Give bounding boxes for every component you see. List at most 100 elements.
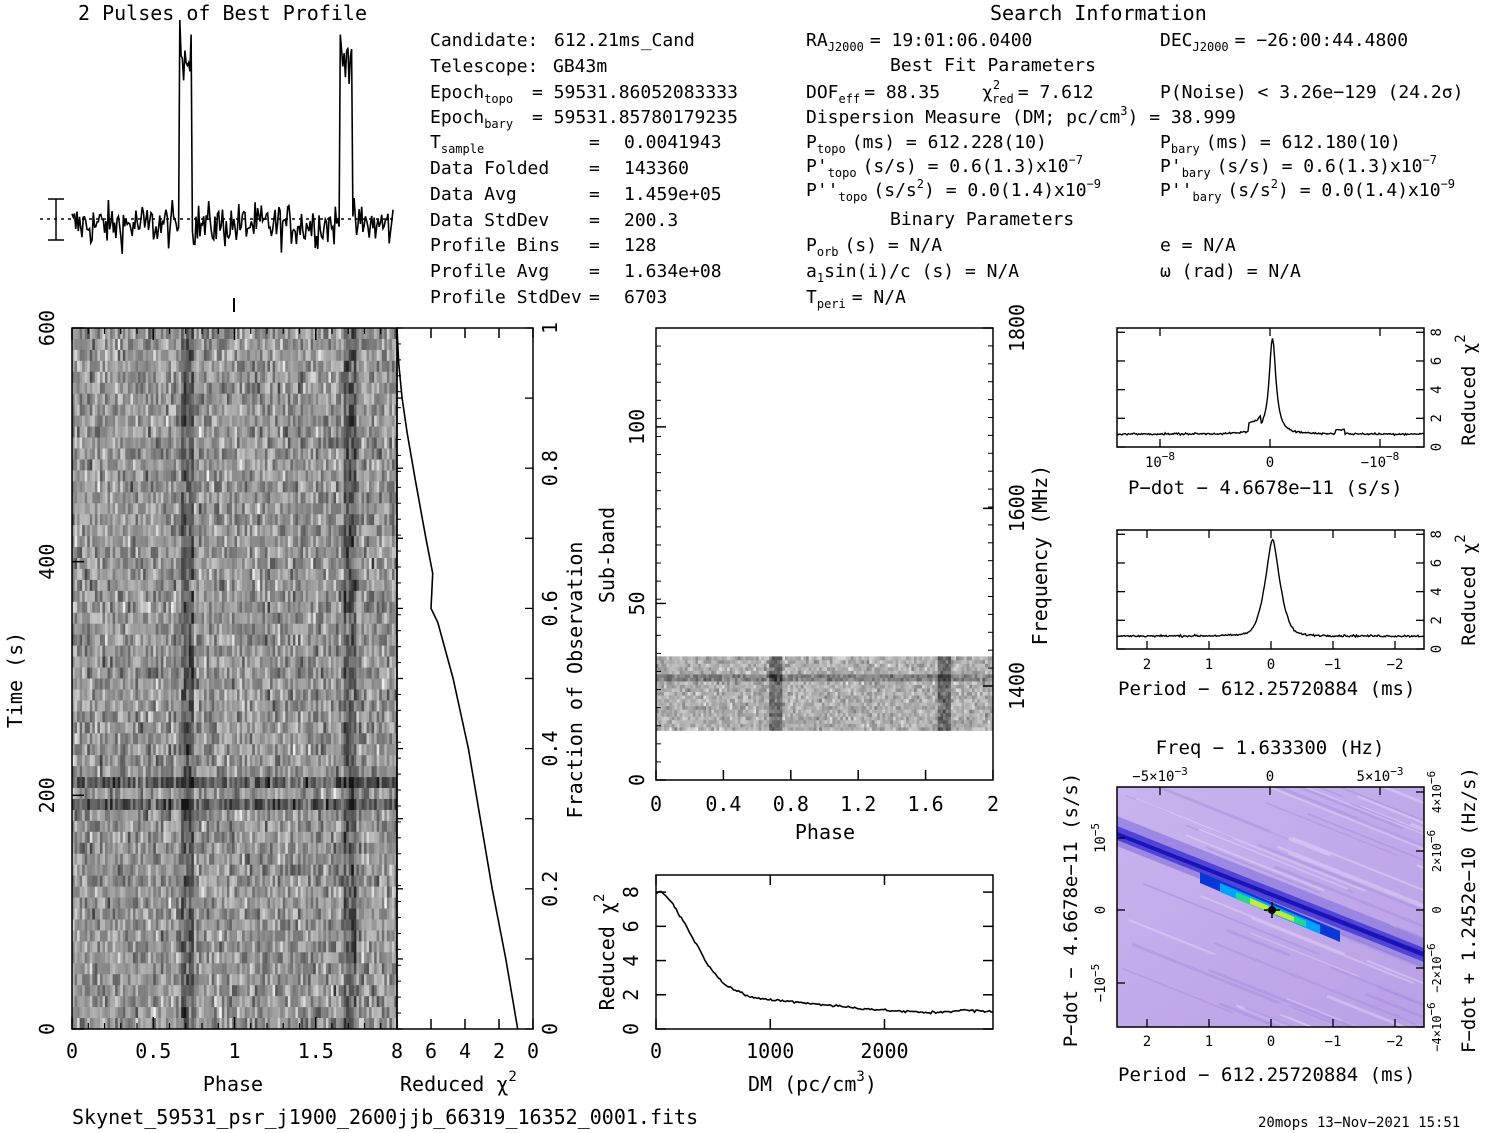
time-phase-pixel (158, 525, 162, 537)
time-phase-pixel (206, 426, 210, 438)
profile-title: 2 Pulses of Best Profile (78, 1, 367, 25)
time-phase-pixel (110, 338, 113, 351)
time-phase-pixel (112, 437, 116, 449)
time-phase-pixel (346, 404, 350, 416)
time-phase-pixel (244, 558, 248, 570)
time-phase-pixel (391, 393, 395, 405)
profile-stddev-value: 6703 (624, 287, 667, 308)
time-phase-pixel (229, 328, 233, 340)
time-phase-pixel (242, 744, 245, 756)
time-phase-pixel (191, 404, 195, 416)
time-phase-pixel (186, 382, 190, 395)
time-phase-pixel (173, 492, 177, 504)
time-phase-pixel (125, 568, 129, 581)
time-phase-pixel (325, 579, 329, 592)
time-phase-pixel (282, 667, 286, 679)
time-phase-pixel (249, 503, 253, 515)
time-phase-pixel (231, 393, 235, 405)
time-phase-pixel (84, 678, 88, 690)
time-phase-pixel (252, 382, 256, 395)
time-phase-pixel (239, 514, 243, 526)
time-phase-pixel (140, 328, 144, 340)
time-phase-pixel (366, 492, 370, 504)
time-phase-pixel (204, 459, 207, 471)
time-phase-pixel (171, 393, 174, 405)
time-phase-pixel (87, 536, 91, 548)
time-phase-pixel (94, 645, 98, 657)
time-phase-pixel (74, 733, 78, 745)
time-phase-pixel (89, 382, 93, 395)
time-phase-pixel (140, 481, 144, 493)
time-phase-pixel (214, 558, 218, 570)
time-phase-pixel (254, 612, 258, 625)
time-phase-pixel (72, 612, 75, 625)
time-phase-pixel (186, 393, 190, 405)
time-phase-pixel (275, 689, 278, 701)
time-phase-pixel (259, 711, 263, 723)
time-phase-pixel (107, 404, 111, 416)
time-phase-pixel (325, 371, 329, 384)
time-phase-pixel (300, 437, 304, 449)
time-phase-pixel (315, 525, 319, 537)
time-phase-pixel (209, 558, 212, 570)
time-phase-pixel (226, 601, 230, 614)
time-phase-pixel (132, 481, 136, 493)
time-phase-pixel (127, 470, 131, 482)
time-phase-pixel (125, 744, 129, 756)
time-phase-pixel (102, 623, 106, 635)
time-phase-pixel (94, 328, 98, 340)
time-phase-pixel (361, 525, 365, 537)
time-phase-pixel (186, 590, 190, 603)
time-phase-pixel (371, 700, 375, 712)
time-phase-pixel (371, 634, 375, 646)
time-phase-pixel (270, 448, 273, 460)
time-phase-pixel (346, 525, 350, 537)
time-phase-pixel (371, 612, 375, 625)
time-phase-pixel (244, 514, 248, 526)
time-phase-pixel (384, 667, 388, 679)
time-phase-pixel (257, 711, 261, 723)
time-phase-pixel (290, 667, 294, 679)
time-phase-pixel (270, 371, 273, 384)
time-phase-pixel (394, 579, 398, 592)
time-phase-pixel (140, 459, 144, 471)
time-phase-pixel (363, 558, 367, 570)
time-phase-pixel (127, 349, 131, 362)
time-phase-pixel (107, 426, 111, 438)
time-phase-pixel (219, 711, 223, 723)
time-phase-pixel (275, 733, 278, 745)
time-phase-pixel (303, 590, 306, 603)
time-phase-pixel (226, 514, 230, 526)
time-phase-pixel (143, 623, 146, 635)
time-phase-pixel (155, 470, 159, 482)
time-phase-pixel (183, 481, 187, 493)
time-phase-pixel (107, 623, 111, 635)
time-phase-pixel (153, 547, 157, 559)
time-phase-pixel (196, 623, 200, 635)
time-phase-pixel (193, 601, 197, 614)
time-phase-pixel (160, 459, 164, 471)
time-phase-pixel (285, 601, 289, 614)
time-phase-pixel (145, 503, 149, 515)
time-phase-pixel (361, 645, 365, 657)
time-phase-pixel (77, 547, 80, 559)
time-phase-pixel (330, 678, 334, 690)
time-phase-pixel (277, 568, 281, 581)
time-phase-pixel (178, 492, 182, 504)
time-phase-pixel (318, 645, 322, 657)
time-phase-pixel (394, 711, 398, 723)
time-phase-pixel (379, 634, 383, 646)
time-phase-pixel (214, 623, 218, 635)
time-phase-pixel (315, 722, 319, 734)
time-phase-pixel (221, 338, 225, 351)
time-phase-pixel (381, 678, 385, 690)
time-phase-pixel (348, 349, 352, 362)
time-phase-pixel (242, 459, 245, 471)
time-phase-pixel (168, 656, 172, 668)
time-phase-pixel (292, 349, 296, 362)
time-phase-pixel (231, 612, 235, 625)
time-phase-pixel (363, 448, 367, 460)
time-phase-pixel (140, 404, 144, 416)
time-phase-pixel (394, 590, 398, 603)
time-phase-pixel (305, 558, 309, 570)
